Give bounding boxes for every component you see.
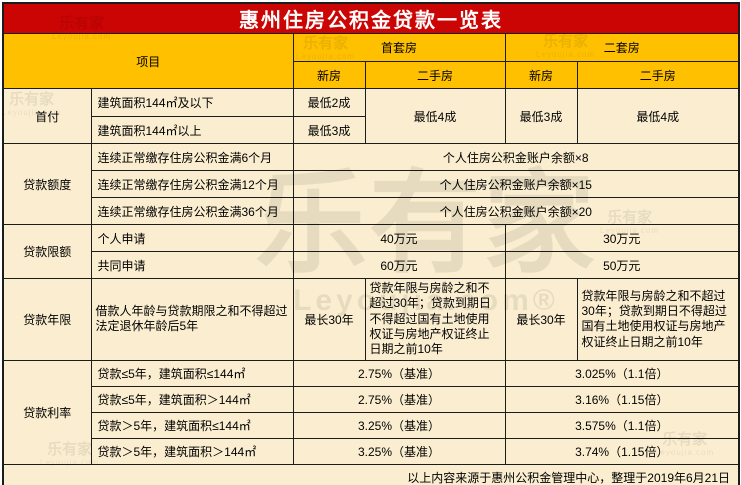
- section-label-loan-term: 贷款年限: [2, 278, 92, 361]
- footer-note: 以上内容来源于惠州公积金管理中心，整理于2019年6月21日: [2, 463, 740, 485]
- condition-cell: 连续正常缴存住房公积金满36个月: [90, 197, 294, 225]
- header-second-used-house: 二手房: [576, 61, 740, 89]
- value-cell: 最长30年: [504, 278, 578, 361]
- value-cell: 3.025%（1.1倍）: [504, 359, 740, 387]
- condition-cell: 贷款≤5年，建筑面积＞144㎡: [90, 385, 294, 413]
- value-cell: 3.25%（基准）: [292, 437, 506, 465]
- value-cell: 个人住房公积金账户余额×15: [292, 170, 740, 198]
- value-cell: 个人住房公积金账户余额×20: [292, 197, 740, 225]
- value-cell: 40万元: [292, 224, 506, 252]
- value-cell: 贷款年限与房龄之和不超过30年；贷款到期日不得超过国有土地使用权证与房地产权证终…: [364, 278, 506, 361]
- condition-cell: 建筑面积144㎡及以下: [90, 88, 294, 117]
- header-first-new-house: 新房: [292, 61, 366, 89]
- value-cell: 个人住房公积金账户余额×8: [292, 143, 740, 171]
- value-cell: 最低4成: [576, 88, 740, 144]
- value-cell: 最低2成: [292, 88, 366, 117]
- value-cell: 2.75%（基准）: [292, 385, 506, 413]
- section-label-loan-rate: 贷款利率: [2, 359, 92, 465]
- header-item: 项目: [2, 33, 294, 89]
- value-cell: 贷款年限与房龄之和不超过30年；贷款到期日不得超过国有土地使用权证与房地产权证终…: [576, 278, 740, 361]
- condition-cell: 贷款＞5年，建筑面积＞144㎡: [90, 437, 294, 465]
- value-cell: 3.74%（1.15倍）: [504, 437, 740, 465]
- value-cell: 最长30年: [292, 278, 366, 361]
- condition-cell: 建筑面积144㎡以上: [90, 116, 294, 144]
- condition-cell: 贷款＞5年，建筑面积≤144㎡: [90, 411, 294, 439]
- header-first-home: 首套房: [292, 33, 506, 62]
- condition-cell: 个人申请: [90, 224, 294, 252]
- value-cell: 最低4成: [364, 88, 506, 144]
- table-title: 惠州住房公积金贷款一览表: [2, 2, 740, 34]
- value-cell: 最低3成: [504, 88, 578, 144]
- value-cell: 3.25%（基准）: [292, 411, 506, 439]
- condition-cell: 借款人年龄与贷款期限之和不得超过法定退休年龄后5年: [90, 278, 294, 361]
- value-cell: 3.575%（1.1倍）: [504, 411, 740, 439]
- value-cell: 2.75%（基准）: [292, 359, 506, 387]
- value-cell: 30万元: [504, 224, 740, 252]
- value-cell: 3.16%（1.15倍）: [504, 385, 740, 413]
- condition-cell: 共同申请: [90, 251, 294, 279]
- section-label-down-payment: 首付: [2, 88, 92, 144]
- condition-cell: 贷款≤5年，建筑面积≤144㎡: [90, 359, 294, 387]
- value-cell: 60万元: [292, 251, 506, 279]
- condition-cell: 连续正常缴存住房公积金满6个月: [90, 143, 294, 171]
- header-second-home: 二套房: [504, 33, 740, 62]
- section-label-loan-amount: 贷款额度: [2, 143, 92, 225]
- header-first-used-house: 二手房: [364, 61, 506, 89]
- header-second-new-house: 新房: [504, 61, 578, 89]
- value-cell: 50万元: [504, 251, 740, 279]
- section-label-loan-limit: 贷款限额: [2, 224, 92, 279]
- value-cell: 最低3成: [292, 116, 366, 144]
- condition-cell: 连续正常缴存住房公积金满12个月: [90, 170, 294, 198]
